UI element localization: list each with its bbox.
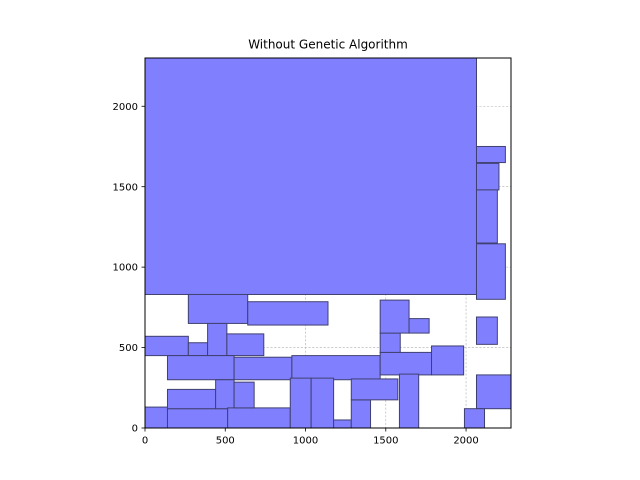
- packed-rectangle: [227, 407, 291, 429]
- packed-rectangle: [475, 243, 506, 300]
- x-tick-label: 500: [216, 436, 235, 447]
- packed-rectangle: [475, 145, 506, 164]
- rectangles-layer: [144, 57, 512, 429]
- packed-rectangle: [475, 374, 512, 410]
- x-tick-label: 2000: [453, 436, 478, 447]
- packed-rectangle: [398, 373, 420, 429]
- packed-rectangle: [144, 57, 477, 295]
- packed-rectangle: [187, 293, 249, 324]
- packed-rectangle: [310, 377, 335, 429]
- packed-rectangle: [475, 316, 498, 345]
- packed-rectangle: [350, 399, 372, 429]
- y-tick-label: 2000: [113, 102, 138, 113]
- packed-rectangle: [166, 355, 235, 381]
- chart-title: Without Genetic Algorithm: [248, 38, 408, 52]
- packed-rectangle: [233, 381, 255, 409]
- packed-rectangle: [144, 335, 189, 357]
- packed-rectangle: [379, 332, 401, 353]
- plot-frame: [144, 57, 512, 429]
- packed-rectangle: [350, 378, 399, 401]
- y-tick-label: 1500: [113, 182, 138, 193]
- packed-rectangle: [187, 342, 209, 357]
- packed-rectangle: [215, 379, 235, 410]
- packed-rectangle: [226, 333, 265, 357]
- packed-rectangle: [144, 406, 168, 429]
- packed-rectangle: [291, 355, 381, 381]
- y-tick-label: 1000: [113, 263, 138, 274]
- x-tick-label: 0: [142, 436, 148, 447]
- packed-rectangle: [379, 299, 410, 334]
- y-tick-label: 0: [132, 424, 138, 435]
- packed-rectangle: [166, 408, 229, 429]
- packed-rectangle: [207, 322, 228, 357]
- packed-rectangle: [463, 408, 486, 429]
- packed-rectangle: [408, 318, 430, 334]
- packed-rectangle: [379, 351, 433, 376]
- packed-rectangle: [333, 419, 352, 429]
- y-tick-label: 500: [119, 343, 138, 354]
- packed-rectangle: [166, 388, 217, 410]
- packed-rectangle: [233, 356, 293, 381]
- packed-rectangle: [289, 377, 312, 429]
- packed-rectangle: [475, 189, 498, 244]
- packed-rectangle: [247, 301, 329, 326]
- packed-rectangle: [431, 345, 465, 376]
- x-tick-label: 1000: [293, 436, 318, 447]
- axis-ticks: 0 500 1000 1500 2000 0 500 1000 1500 2000: [113, 102, 479, 447]
- packed-rectangle: [475, 162, 500, 191]
- x-tick-label: 1500: [373, 436, 398, 447]
